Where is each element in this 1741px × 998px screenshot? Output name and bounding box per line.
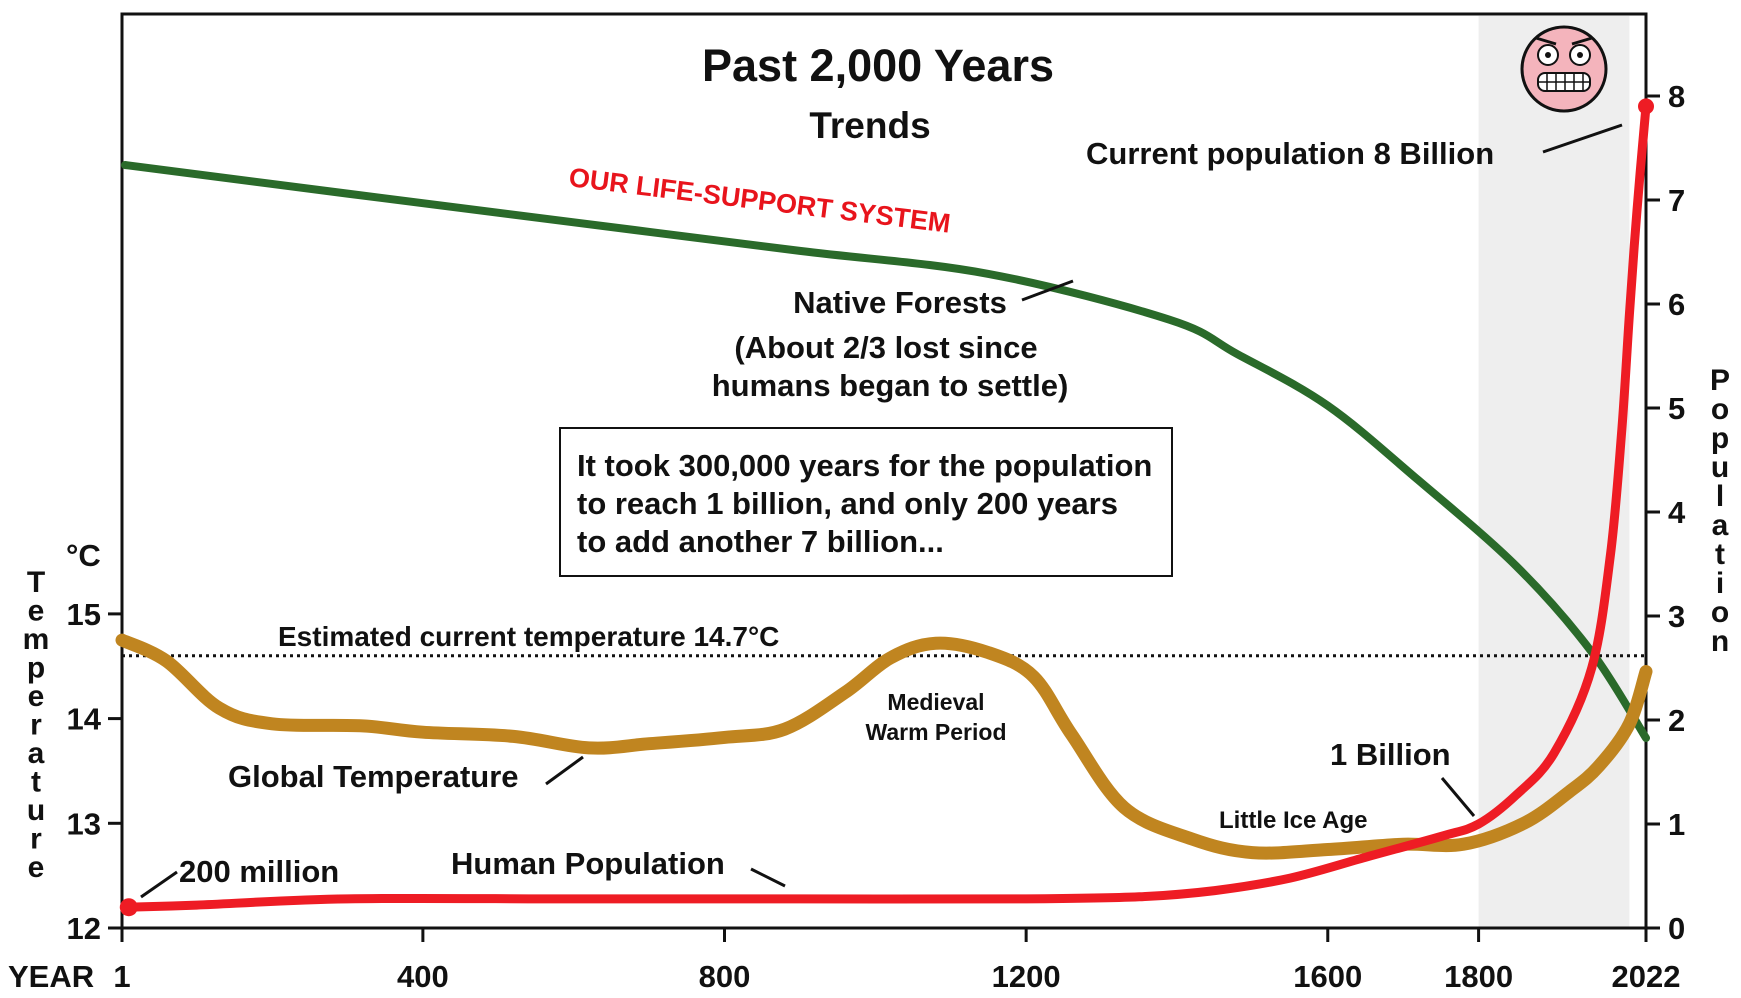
chart-title: Past 2,000 Years: [702, 40, 1054, 91]
temperature-title-letter: T: [27, 566, 45, 599]
human-population-pointer: [750, 867, 786, 888]
grimacing-face-icon: [1520, 25, 1608, 113]
temperature-tick-label: 14: [67, 702, 102, 737]
temperature-title-letter: u: [27, 794, 45, 827]
population-tick-label: 3: [1668, 599, 1685, 634]
x-tick-label: 1200: [992, 959, 1061, 994]
forests-note-line-1: (About 2/3 lost since: [734, 330, 1037, 365]
two-hundred-million-label: 200 million: [179, 854, 339, 889]
note-line-2: to reach 1 billion, and only 200 years: [577, 486, 1118, 521]
temperature-title-letter: e: [28, 851, 45, 884]
population-tick-label: 8: [1668, 79, 1685, 114]
native-forests-label: Native Forests: [793, 285, 1007, 320]
temperature-tick-label: 15: [67, 597, 101, 632]
population-title-letter: n: [1711, 625, 1729, 658]
population-tick-label: 4: [1668, 495, 1686, 530]
population-axis: 0 1 2 3 4 5 6 7 8: [1646, 79, 1686, 946]
current-population-pointer: [1542, 123, 1623, 154]
temperature-title-letter: e: [28, 595, 45, 628]
native-forests-line: [121, 161, 1650, 742]
population-title-letter: i: [1716, 567, 1724, 600]
temperature-title-letter: p: [27, 652, 45, 685]
x-tick-label: 1600: [1293, 959, 1362, 994]
forests-note-line-2: humans began to settle): [712, 368, 1069, 403]
population-end-point: [1638, 98, 1654, 115]
note-line-3: to add another 7 billion...: [577, 524, 944, 559]
x-axis: 1 400 800 1200 1600 1800 2022: [113, 928, 1680, 994]
temperature-axis-title: Temperature: [23, 566, 50, 884]
little-ice-age-label: Little Ice Age: [1219, 807, 1367, 834]
recent-era-highlight: [1478, 16, 1630, 928]
temperature-tick-label: 13: [67, 806, 101, 841]
global-temperature-label: Global Temperature: [228, 759, 519, 794]
human-population-label: Human Population: [451, 846, 725, 881]
population-tick-label: 1: [1668, 807, 1685, 842]
temperature-title-letter: t: [31, 766, 41, 799]
x-tick-label: 1800: [1444, 959, 1513, 994]
temperature-title-letter: m: [23, 623, 50, 656]
current-temperature-label: Estimated current temperature 14.7°C: [278, 621, 779, 652]
one-billion-pointer: [1440, 777, 1476, 817]
one-billion-label: 1 Billion: [1330, 737, 1451, 772]
population-tick-label: 6: [1668, 287, 1685, 322]
temperature-unit-label: °C: [66, 538, 101, 573]
temperature-title-letter: r: [30, 709, 42, 742]
population-tick-label: 5: [1668, 391, 1685, 426]
population-note-box: It took 300,000 years for the population…: [559, 427, 1173, 577]
x-tick-label: 800: [699, 959, 751, 994]
temperature-title-letter: r: [30, 823, 42, 856]
medieval-label-line-2: Warm Period: [865, 719, 1006, 745]
x-tick-label: 2022: [1612, 959, 1681, 994]
population-title-letter: u: [1711, 451, 1729, 484]
population-title-letter: l: [1716, 480, 1724, 513]
medieval-label-line-1: Medieval: [887, 689, 984, 715]
current-population-label: Current population 8 Billion: [1086, 136, 1494, 171]
population-start-point: [119, 898, 138, 917]
native-forests-pointer: [1021, 279, 1074, 302]
chart-subtitle: Trends: [809, 105, 930, 146]
x-tick-label: 400: [397, 959, 449, 994]
population-tick-label: 7: [1668, 183, 1685, 218]
temperature-axis: 12 13 14 15: [67, 597, 122, 946]
global-temperature-line: [115, 633, 1653, 860]
population-tick-label: 0: [1668, 911, 1685, 946]
global-temperature-pointer: [545, 755, 584, 786]
population-title-letter: P: [1710, 364, 1730, 397]
population-axis-title: Population: [1710, 364, 1730, 658]
population-title-letter: a: [1712, 509, 1729, 542]
plot-frame: [120, 12, 1648, 930]
temperature-tick-label: 12: [67, 911, 101, 946]
population-title-letter: t: [1715, 538, 1725, 571]
x-axis-label: YEAR: [8, 959, 94, 994]
temperature-title-letter: e: [28, 680, 45, 713]
temperature-title-letter: a: [28, 737, 45, 770]
population-title-letter: p: [1711, 422, 1729, 455]
population-title-letter: o: [1711, 596, 1729, 629]
population-tick-label: 2: [1668, 703, 1685, 738]
human-population-line: [124, 101, 1651, 912]
note-line-1: It took 300,000 years for the population: [577, 448, 1153, 483]
population-title-letter: o: [1711, 393, 1729, 426]
two-hundred-million-pointer: [140, 870, 178, 899]
x-tick-label: 1: [113, 959, 130, 994]
